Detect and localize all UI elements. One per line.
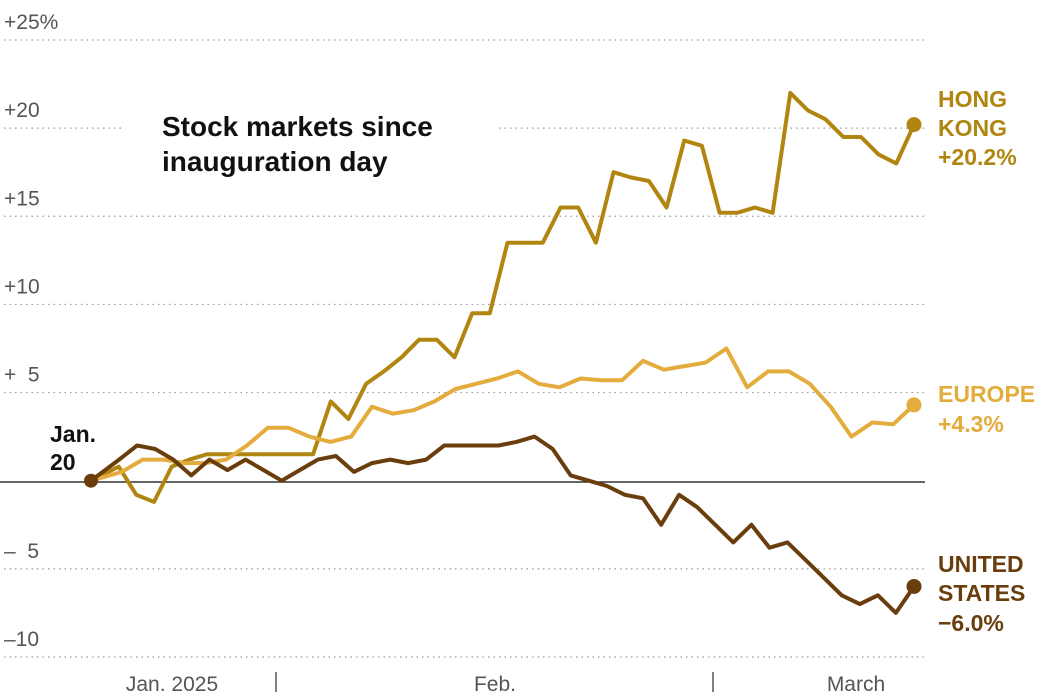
- y-axis-tick-labels: +25% +20 +15 +10 + 5 – 5 –10: [4, 11, 58, 651]
- y-tick-label: – 5: [4, 540, 39, 563]
- start-label-line-1: Jan.: [50, 421, 96, 447]
- hong-kong-label-line-2: KONG: [938, 115, 1007, 141]
- chart-title-line-1: Stock markets since: [162, 111, 433, 142]
- end-point-hong-kong: [906, 117, 922, 133]
- y-tick-label: +15: [4, 187, 40, 210]
- europe-end-value: +4.3%: [938, 411, 1004, 437]
- series-end-markers: [906, 117, 922, 594]
- hong-kong-end-value: +20.2%: [938, 144, 1017, 170]
- start-point-marker: [84, 473, 98, 488]
- hong-kong-label-line-1: HONG: [938, 86, 1007, 112]
- y-tick-label: +20: [4, 99, 40, 122]
- end-point-europe: [906, 397, 922, 413]
- end-point-united-states: [906, 578, 922, 594]
- united-states-end-value: −6.0%: [938, 610, 1004, 636]
- x-tick-label-jan: Jan. 2025: [126, 673, 218, 696]
- y-tick-label: –10: [4, 628, 39, 651]
- series-label-europe: EUROPE +4.3%: [938, 381, 1035, 437]
- series-line-united-states: [89, 434, 916, 615]
- series-label-united-states: UNITED STATES −6.0%: [938, 551, 1025, 636]
- start-label-line-2: 20: [50, 449, 76, 475]
- y-tick-label: +25%: [4, 11, 58, 34]
- chart-title-line-2: inauguration day: [162, 146, 388, 177]
- title-backdrop: [125, 95, 495, 190]
- x-tick-label-feb: Feb.: [474, 673, 516, 696]
- x-tick-label-march: March: [827, 673, 885, 696]
- united-states-label-line-1: UNITED: [938, 551, 1024, 577]
- y-tick-label: +10: [4, 275, 40, 298]
- europe-label: EUROPE: [938, 381, 1035, 407]
- series-line-europe: [89, 346, 916, 483]
- united-states-label-line-2: STATES: [938, 580, 1025, 606]
- series-label-hong-kong: HONG KONG +20.2%: [938, 86, 1017, 170]
- series-lines: [89, 90, 916, 615]
- y-tick-label: + 5: [4, 364, 40, 387]
- x-axis: Jan. 2025 Feb. March: [126, 672, 885, 696]
